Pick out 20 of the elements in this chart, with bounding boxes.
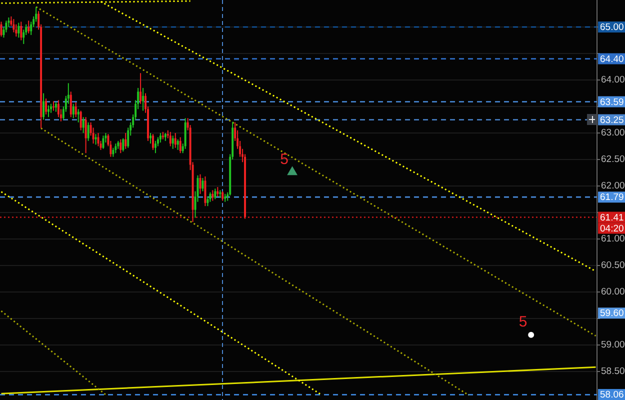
y-tick-label: 61.00 <box>601 234 625 245</box>
ref-line-label: 58.06 <box>600 390 624 400</box>
y-tick-label: 60.00 <box>601 286 625 298</box>
ref-line-label: 64.40 <box>600 54 624 65</box>
series-label: 5 <box>280 150 288 168</box>
ref-line-label: 63.25 <box>600 114 624 126</box>
y-tick-label: 62.50 <box>601 154 625 166</box>
y-tick-label: 60.50 <box>601 260 625 272</box>
annotation: 59.60 <box>600 308 624 320</box>
ref-line-label: 65.00 <box>600 22 624 34</box>
y-tick-label: 59.00 <box>601 340 625 351</box>
series-label: 5 <box>518 313 528 330</box>
annotation: 04:20 <box>600 223 624 234</box>
y-tick-label: 62.00 <box>601 180 625 192</box>
y-tick-label: 63.00 <box>601 128 625 139</box>
y-tick-label: 64.00 <box>601 74 625 86</box>
ref-line-label: 63.59 <box>600 96 624 108</box>
ref-line-label: 61.41 <box>600 212 624 224</box>
y-tick-label: 58.50 <box>601 366 625 378</box>
ref-line-label: 61.79 <box>600 192 624 204</box>
